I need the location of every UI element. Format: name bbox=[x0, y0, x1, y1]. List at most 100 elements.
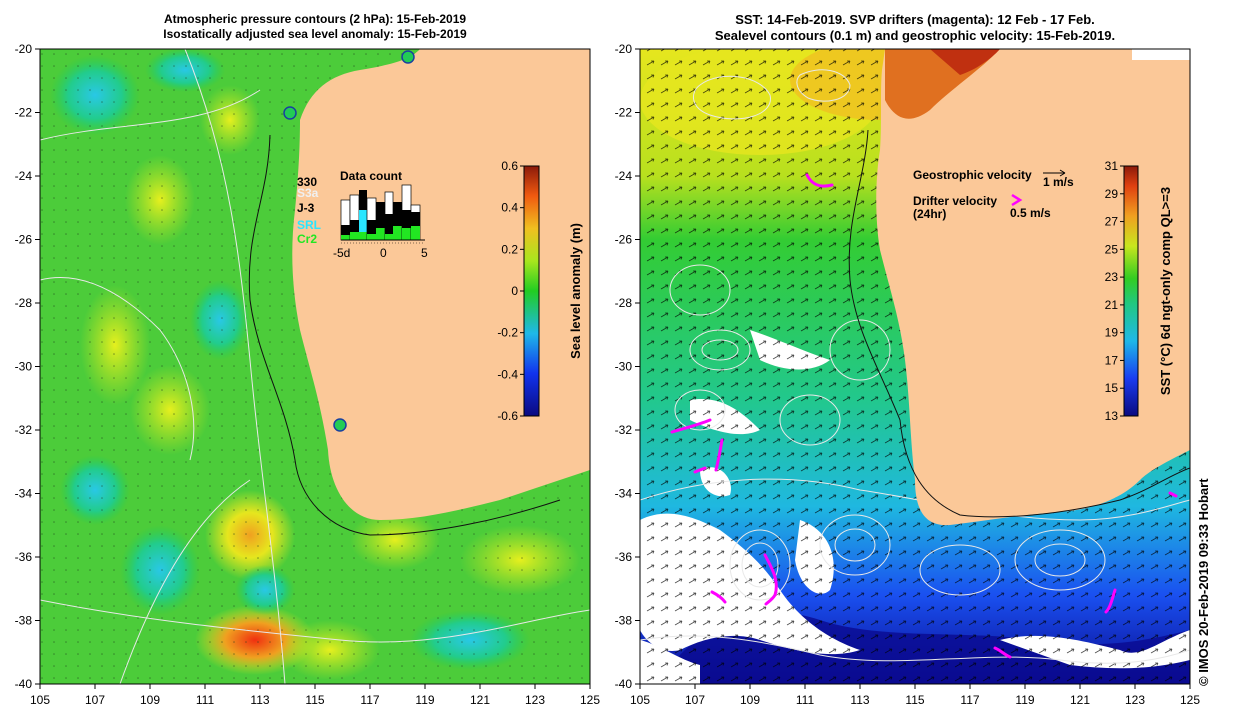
colorbar-tick-label: -0.6 bbox=[497, 409, 518, 423]
tide-gauge-marker bbox=[401, 50, 415, 64]
australia-land-left bbox=[292, 49, 590, 520]
latitude-tick-label: -22 bbox=[615, 106, 633, 120]
source-j3-label: J-3 bbox=[297, 201, 315, 215]
longitude-tick-label: 119 bbox=[415, 693, 434, 707]
pressure-contour bbox=[184, 49, 286, 684]
colorbar-tick-label: 25 bbox=[1105, 242, 1119, 256]
latitude-tick-label: -26 bbox=[615, 233, 633, 247]
latitude-tick-label: -36 bbox=[15, 550, 33, 564]
colorbar-tick-label: 0.6 bbox=[501, 159, 518, 173]
left-title-line2: Isostatically adjusted sea level anomaly… bbox=[163, 27, 467, 41]
velocity-legend: Geostrophic velocity 1 m/s Drifter veloc… bbox=[913, 168, 1074, 221]
tide-gauge-marker bbox=[333, 418, 347, 432]
drifter-velocity-sublabel: (24hr) bbox=[913, 207, 946, 221]
data-count-bars bbox=[340, 184, 421, 241]
latitude-tick-label: -30 bbox=[15, 360, 33, 374]
longitude-tick-label: 115 bbox=[905, 693, 924, 707]
svp-drifter-tracks bbox=[670, 173, 1178, 659]
longitude-tick-label: 107 bbox=[685, 693, 705, 707]
geostrophic-scale-arrow bbox=[1043, 169, 1066, 177]
right-title-line1: SST: 14-Feb-2019. SVP drifters (magenta)… bbox=[735, 12, 1095, 27]
tide-gauge-marker bbox=[283, 106, 297, 120]
data-count-inset: Data count 330 S3a J-3 SRL Cr2 -5d 0 5 bbox=[297, 169, 428, 260]
latitude-tick-label: -24 bbox=[615, 169, 633, 183]
colorbar-tick-label: 17 bbox=[1105, 353, 1119, 367]
colorbar-tick-label: 19 bbox=[1105, 326, 1119, 340]
left-title-line1: Atmospheric pressure contours (2 hPa): 1… bbox=[163, 12, 467, 26]
latitude-tick-label: -32 bbox=[615, 423, 633, 437]
longitude-tick-label: 113 bbox=[250, 693, 269, 707]
right-map-title: SST: 14-Feb-2019. SVP drifters (magenta)… bbox=[640, 12, 1190, 44]
latitude-tick-label: -28 bbox=[15, 296, 33, 310]
data-count-tick: -5d bbox=[333, 246, 350, 260]
data-count-total: 330 bbox=[297, 175, 317, 189]
longitude-tick-label: 117 bbox=[960, 693, 979, 707]
drifter-scale-label: 0.5 m/s bbox=[1010, 206, 1051, 220]
longitude-tick-label: 117 bbox=[360, 693, 379, 707]
colorbar-tick-label: 31 bbox=[1105, 159, 1119, 173]
australia-land-right bbox=[876, 49, 1190, 526]
source-s3a-label: S3a bbox=[297, 186, 319, 200]
data-count-title: Data count bbox=[340, 169, 402, 183]
latitude-tick-label: -40 bbox=[615, 677, 633, 691]
longitude-tick-label: 105 bbox=[630, 693, 650, 707]
colorbar-tick-label: -0.4 bbox=[497, 367, 518, 381]
latitude-tick-label: -30 bbox=[615, 360, 633, 374]
longitude-tick-label: 123 bbox=[1125, 693, 1145, 707]
colorbar-tick-label: -0.2 bbox=[497, 326, 518, 340]
drifter-scale-arrow bbox=[1011, 193, 1023, 207]
drifter-velocity-label: Drifter velocity bbox=[913, 194, 997, 208]
latitude-tick-label: -26 bbox=[15, 233, 33, 247]
sla-colorbar: 0.6 0.4 0.2 0 -0.2 -0.4 -0.6 Sea level anomaly… bbox=[497, 159, 583, 423]
colorbar-tick-label: 23 bbox=[1105, 270, 1119, 284]
sealevel-contours bbox=[640, 69, 1190, 664]
colorbar-tick-label: 15 bbox=[1105, 381, 1119, 395]
latitude-tick-label: -38 bbox=[15, 614, 33, 628]
source-cr2-label: Cr2 bbox=[297, 232, 317, 246]
geostrophic-scale-label: 1 m/s bbox=[1043, 175, 1074, 189]
colorbar-tick-label: 29 bbox=[1105, 187, 1119, 201]
colorbar-tick-label: 13 bbox=[1105, 409, 1119, 423]
bathymetry-contour-right bbox=[848, 129, 1190, 518]
left-map bbox=[40, 49, 590, 684]
right-title-line2: Sealevel contours (0.1 m) and geostrophi… bbox=[714, 28, 1116, 43]
latitude-tick-label: -28 bbox=[615, 296, 633, 310]
longitude-tick-label: 107 bbox=[85, 693, 105, 707]
longitude-tick-label: 113 bbox=[850, 693, 869, 707]
longitude-tick-label: 105 bbox=[30, 693, 50, 707]
longitude-tick-label: 125 bbox=[1180, 693, 1200, 707]
latitude-tick-label: -20 bbox=[615, 42, 633, 56]
latitude-tick-label: -38 bbox=[615, 614, 633, 628]
longitude-tick-label: 111 bbox=[196, 693, 215, 707]
longitude-tick-label: 109 bbox=[740, 693, 760, 707]
colorbar-tick-label: 0.2 bbox=[501, 242, 518, 256]
imos-credit: © IMOS 20-Feb-2019 09:33 Hobart bbox=[1196, 478, 1211, 686]
data-count-tick: 5 bbox=[421, 246, 428, 260]
latitude-tick-label: -40 bbox=[15, 677, 33, 691]
source-srl-label: SRL bbox=[297, 218, 321, 232]
colorbar-tick-label: 27 bbox=[1105, 215, 1119, 229]
sst-colorbar-label: SST (°C) 6d ngt-only comp QL>=3 bbox=[1158, 187, 1173, 395]
latitude-tick-label: -34 bbox=[15, 487, 33, 501]
sla-colorbar-label: Sea level anomaly (m) bbox=[568, 223, 583, 359]
longitude-tick-label: 123 bbox=[525, 693, 545, 707]
longitude-tick-label: 115 bbox=[305, 693, 324, 707]
latitude-tick-label: -34 bbox=[615, 487, 633, 501]
longitude-tick-label: 119 bbox=[1015, 693, 1034, 707]
latitude-tick-label: -20 bbox=[15, 42, 33, 56]
longitude-tick-label: 121 bbox=[470, 693, 490, 707]
right-map-axes: -20 -22 -24 -26 -28 -30 -32 -34 -36 -38 -40 105 107 1… bbox=[615, 42, 1201, 707]
geostrophic-velocity-label: Geostrophic velocity bbox=[913, 168, 1032, 182]
latitude-tick-label: -24 bbox=[15, 169, 33, 183]
latitude-tick-label: -32 bbox=[15, 423, 33, 437]
longitude-tick-label: 109 bbox=[140, 693, 160, 707]
left-map-title: Atmospheric pressure contours (2 hPa): 1… bbox=[40, 12, 590, 42]
colorbar-tick-label: 21 bbox=[1105, 298, 1119, 312]
data-count-tick: 0 bbox=[380, 246, 387, 260]
sst-colorbar: 31 29 27 25 23 21 19 17 15 13 SST (°C) 6d ngt-onl… bbox=[1105, 159, 1173, 423]
longitude-tick-label: 111 bbox=[796, 693, 815, 707]
bathymetry-contour bbox=[248, 134, 561, 536]
colorbar-tick-label: 0 bbox=[511, 284, 518, 298]
right-map bbox=[640, 49, 1190, 684]
